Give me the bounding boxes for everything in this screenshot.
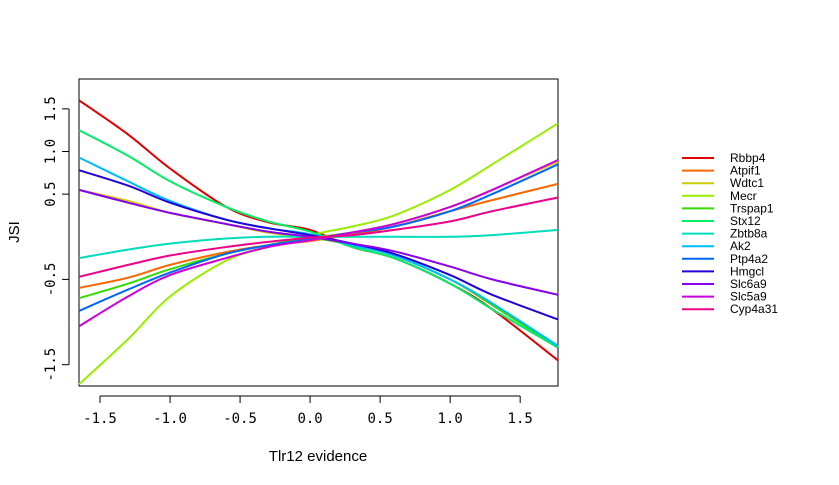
series-lines [78, 99, 559, 386]
legend-label: Zbtb8a [730, 227, 768, 241]
legend-label: Ak2 [730, 239, 751, 253]
legend-label: Atpif1 [730, 164, 761, 178]
series-line-stx12 [78, 129, 559, 349]
x-tick-label: 1.5 [508, 411, 533, 427]
series-line-cyp4a31 [78, 196, 559, 278]
series-line-hmgcl [78, 169, 559, 321]
x-tick-label: -1.5 [83, 411, 117, 427]
legend-label: Cyp4a31 [730, 302, 778, 316]
y-axis: 1.5 1.0 0.5 -0.5 -1.5 [43, 96, 70, 382]
legend-label: Trspap1 [730, 201, 774, 215]
y-tick-label: -0.5 [43, 263, 59, 297]
y-tick-label: 0.5 [43, 181, 59, 206]
x-axis-title: Tlr12 evidence [269, 448, 367, 465]
legend: Rbbp4Atpif1Wdtc1MecrTrspap1Stx12Zbtb8aAk… [682, 151, 778, 316]
y-tick-label: -1.5 [43, 348, 59, 382]
y-axis-title: JSI [6, 221, 23, 243]
plot-frame [78, 78, 559, 387]
legend-label: Rbbp4 [730, 151, 766, 165]
series-line-slc5a9 [78, 159, 559, 328]
series-line-rbbp4 [78, 99, 559, 362]
series-line-ak2 [78, 156, 559, 347]
x-tick-label: 0.0 [297, 411, 322, 427]
legend-label: Stx12 [730, 214, 761, 228]
legend-label: Slc5a9 [730, 290, 767, 304]
legend-label: Ptp4a2 [730, 252, 768, 266]
legend-label: Slc6a9 [730, 277, 767, 291]
y-tick-label: 1.0 [43, 139, 59, 164]
x-axis: -1.5 -1.0 -0.5 0.0 0.5 1.0 1.5 [83, 395, 533, 427]
legend-label: Hmgcl [730, 264, 764, 278]
x-tick-label: -0.5 [223, 411, 257, 427]
x-tick-label: -1.0 [153, 411, 187, 427]
legend-label: Mecr [730, 189, 757, 203]
x-tick-label: 0.5 [367, 411, 392, 427]
series-line-wdtc1 [78, 160, 559, 238]
x-tick-label: 1.0 [438, 411, 463, 427]
y-tick-label: 1.5 [43, 96, 59, 121]
series-line-mecr [78, 122, 559, 386]
legend-label: Wdtc1 [730, 176, 764, 190]
